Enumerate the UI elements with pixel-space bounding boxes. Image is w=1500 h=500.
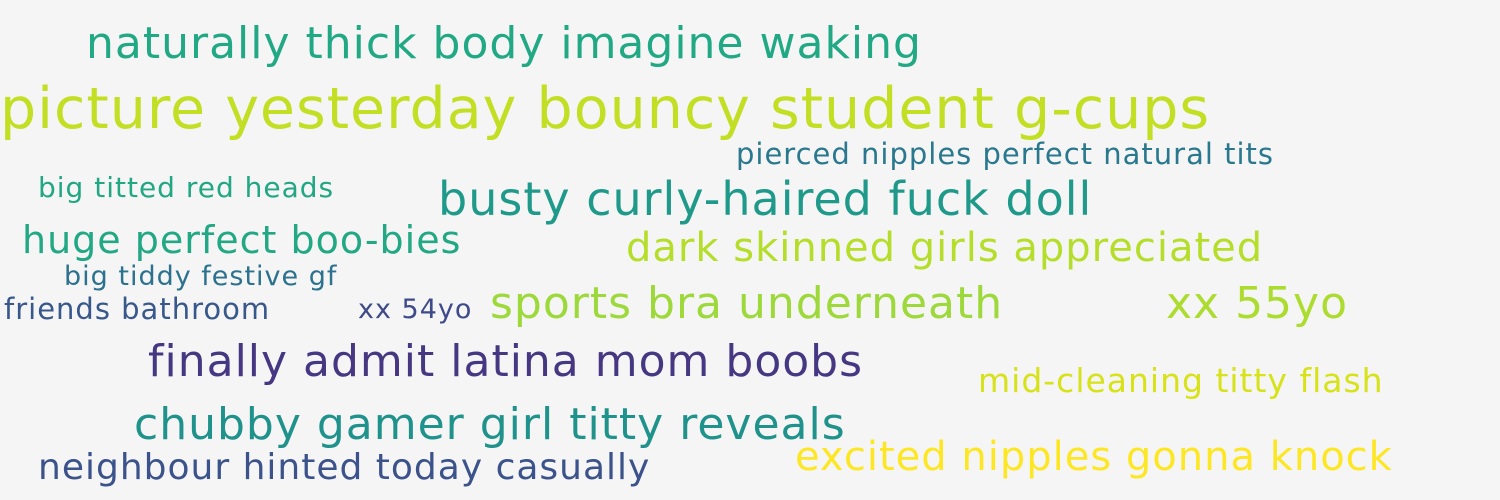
cloud-word: finally admit latina mom boobs [148,336,864,387]
cloud-word: busty curly-haired fuck doll [438,172,1093,226]
cloud-word: friends bathroom [4,292,271,326]
cloud-word: huge perfect boo-bies [22,218,462,262]
cloud-word: mid-cleaning titty flash [978,361,1384,400]
cloud-word: big titted red heads [38,171,335,204]
cloud-word: dark skinned girls appreciated [626,225,1264,271]
cloud-word: picture yesterday bouncy student g-cups [0,76,1211,142]
cloud-word: neighbour hinted today casually [38,447,651,488]
cloud-word: sports bra underneath [490,278,1004,329]
cloud-word: excited nipples gonna knock [795,434,1393,480]
cloud-word: naturally thick body imagine waking [86,18,922,69]
cloud-word: big tiddy festive gf [64,261,338,292]
cloud-word: xx 54yo [358,294,473,325]
cloud-word: chubby gamer girl titty reveals [134,399,846,450]
cloud-word: xx 55yo [1166,278,1349,329]
cloud-word: pierced nipples perfect natural tits [736,137,1275,171]
